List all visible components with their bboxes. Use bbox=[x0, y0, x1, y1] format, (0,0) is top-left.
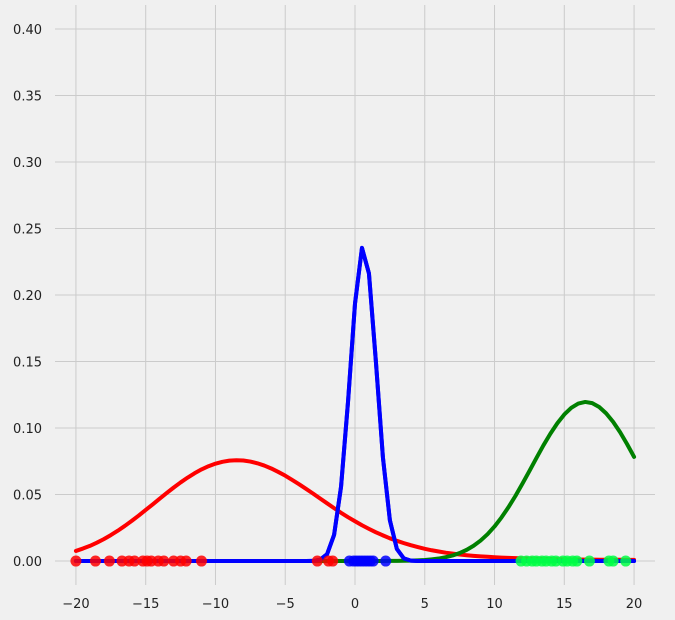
y-tick-label: 0.40 bbox=[13, 23, 42, 38]
data-point-series-2 bbox=[571, 555, 583, 567]
y-tick-label: 0.15 bbox=[13, 356, 42, 371]
sample-points bbox=[70, 555, 632, 567]
data-point-series-2 bbox=[620, 555, 632, 567]
data-point-series-1 bbox=[180, 555, 192, 567]
y-tick-label: 0.25 bbox=[13, 222, 42, 237]
tick-labels: −20 −15 −10 −5 0 5 10 15 20 0.00 0.05 0.10 0.15 0.20 0… bbox=[13, 23, 642, 612]
data-point-series-3 bbox=[380, 555, 392, 567]
x-tick-label: 10 bbox=[486, 597, 503, 612]
data-point-series-2 bbox=[607, 555, 619, 567]
data-point-series-2 bbox=[583, 555, 595, 567]
data-point-series-3 bbox=[367, 555, 379, 567]
x-tick-label: −5 bbox=[276, 597, 295, 612]
data-point-series-1 bbox=[327, 555, 339, 567]
data-point-series-1 bbox=[311, 555, 323, 567]
y-tick-label: 0.05 bbox=[13, 489, 42, 504]
data-point-series-1 bbox=[89, 555, 101, 567]
data-point-series-1 bbox=[158, 555, 170, 567]
y-tick-label: 0.00 bbox=[13, 555, 42, 570]
data-point-series-1 bbox=[129, 555, 141, 567]
x-tick-label: −10 bbox=[202, 597, 229, 612]
y-tick-label: 0.35 bbox=[13, 89, 42, 104]
x-tick-label: −20 bbox=[62, 597, 89, 612]
data-point-series-1 bbox=[70, 555, 82, 567]
x-tick-label: 20 bbox=[626, 597, 643, 612]
x-tick-label: 0 bbox=[351, 597, 359, 612]
x-tick-label: 15 bbox=[556, 597, 573, 612]
y-tick-label: 0.20 bbox=[13, 289, 42, 304]
x-tick-label: −15 bbox=[132, 597, 159, 612]
x-tick-label: 5 bbox=[421, 597, 429, 612]
data-point-series-1 bbox=[103, 555, 115, 567]
y-tick-label: 0.30 bbox=[13, 156, 42, 171]
y-tick-label: 0.10 bbox=[13, 422, 42, 437]
data-point-series-1 bbox=[196, 555, 208, 567]
